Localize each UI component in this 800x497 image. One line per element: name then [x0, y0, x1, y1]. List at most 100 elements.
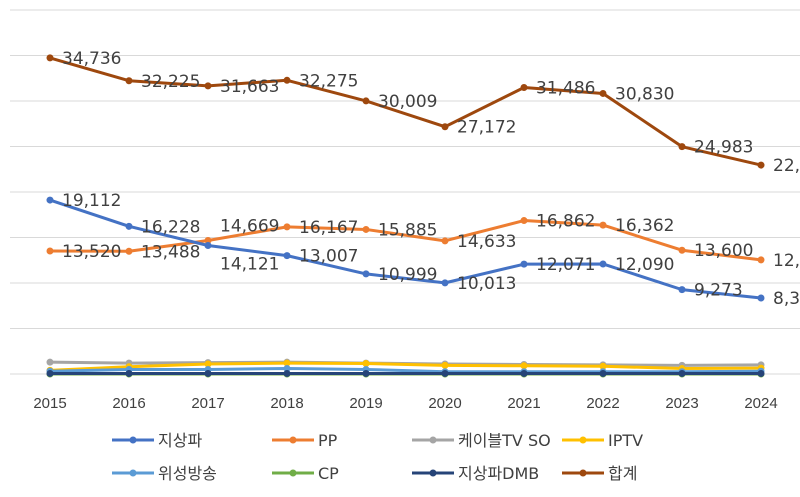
data-point [599, 260, 607, 268]
data-point [678, 286, 686, 294]
data-point [441, 237, 449, 245]
data-label: 14,633 [457, 232, 516, 252]
series-line [49, 198, 762, 300]
data-label: 24,983 [694, 138, 753, 158]
data-label: 16,362 [615, 216, 674, 236]
data-point [125, 77, 133, 85]
data-point [283, 365, 291, 373]
data-point [520, 362, 528, 370]
data-point [441, 361, 449, 369]
data-label: 32,275 [299, 71, 358, 91]
legend-marker-icon [429, 469, 437, 477]
legend-marker-icon [129, 469, 137, 477]
series-line [49, 56, 762, 167]
legend-marker-icon [289, 469, 297, 477]
data-label: 10,013 [457, 274, 516, 294]
data-label: 13,600 [694, 241, 753, 261]
data-label: 16,862 [536, 212, 595, 232]
legend-item: 지상파DMB [412, 464, 539, 483]
x-tick-label: 2020 [428, 395, 461, 412]
x-tick-label: 2022 [586, 395, 619, 412]
data-point [520, 217, 528, 225]
data-point [441, 279, 449, 287]
data-point [204, 241, 212, 249]
data-point [46, 196, 54, 204]
data-point [46, 54, 54, 62]
data-label: 8,35 [773, 289, 800, 309]
data-label: 31,486 [536, 78, 595, 98]
data-label: 13,520 [62, 242, 121, 262]
data-label: 10,999 [378, 265, 437, 285]
legend-label: PP [318, 431, 338, 450]
legend: 지상파 PP 케이블TV SO IPTV 위성방송 CP 지상파DMB 합계 [112, 431, 643, 483]
legend-label: IPTV [608, 431, 643, 450]
x-tick-label: 2016 [112, 395, 145, 412]
data-point [678, 246, 686, 254]
legend-marker-icon [579, 436, 587, 444]
data-point [46, 369, 54, 377]
legend-item: 지상파 [112, 431, 202, 450]
data-point [204, 369, 212, 377]
gridlines [10, 9, 800, 375]
data-label: 12,54 [773, 251, 800, 271]
x-axis-ticks: 2015 2016 2017 2018 2019 2020 2021 2022 2023 2024 [33, 395, 777, 412]
data-label: 12,071 [536, 255, 595, 275]
data-point [125, 247, 133, 255]
legend-item: PP [272, 431, 338, 450]
legend-label: CP [318, 464, 339, 483]
data-point [441, 369, 449, 377]
legend-item: 케이블TV SO [412, 431, 551, 450]
data-point [599, 89, 607, 97]
data-label: 13,007 [299, 247, 358, 267]
data-point [599, 369, 607, 377]
data-point [362, 225, 370, 233]
data-label: 16,228 [141, 217, 200, 237]
data-label: 27,172 [457, 118, 516, 138]
data-label: 22,96 [773, 156, 800, 176]
x-tick-label: 2024 [744, 395, 777, 412]
data-point [362, 270, 370, 278]
data-point [441, 123, 449, 131]
data-point [283, 359, 291, 367]
series-line [49, 367, 762, 374]
data-point [599, 362, 607, 370]
data-point [362, 97, 370, 105]
data-point [283, 252, 291, 260]
legend-label: 케이블TV SO [458, 431, 551, 450]
data-label: 30,830 [615, 84, 674, 104]
x-tick-label: 2023 [665, 395, 698, 412]
legend-label: 지상파 [158, 431, 202, 450]
legend-item: 위성방송 [112, 464, 217, 483]
legend-label: 합계 [608, 464, 637, 483]
data-point [757, 294, 765, 302]
data-label: 34,736 [62, 49, 121, 69]
legend-marker-icon [129, 436, 137, 444]
data-point [125, 369, 133, 377]
legend-marker-icon [289, 436, 297, 444]
data-point [678, 143, 686, 151]
legend-item: IPTV [562, 431, 643, 450]
data-point [362, 360, 370, 368]
data-point [520, 260, 528, 268]
x-tick-label: 2018 [270, 395, 303, 412]
legend-item: CP [272, 464, 339, 483]
data-point [283, 369, 291, 377]
data-label: 12,090 [615, 255, 674, 275]
data-point [283, 76, 291, 84]
legend-label: 지상파DMB [458, 464, 539, 483]
data-label: 32,225 [141, 72, 200, 92]
data-point [520, 83, 528, 91]
data-labels: 13,520 13,488 14,669 16,167 15,885 14,633 16,8… [62, 49, 800, 309]
data-point [204, 237, 212, 245]
data-point [757, 161, 765, 169]
series-line [49, 219, 762, 262]
x-tick-label: 2015 [33, 395, 66, 412]
data-point [46, 358, 54, 366]
data-point [204, 82, 212, 90]
x-tick-label: 2019 [349, 395, 382, 412]
data-label: 15,885 [378, 220, 437, 240]
data-label: 31,663 [220, 77, 279, 97]
data-point [678, 369, 686, 377]
data-point [757, 256, 765, 264]
